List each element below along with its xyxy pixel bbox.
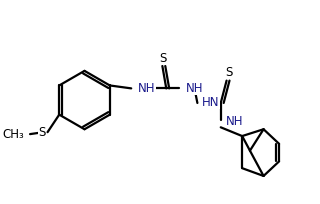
Text: S: S — [38, 126, 46, 139]
Text: S: S — [225, 66, 232, 79]
Text: S: S — [160, 52, 167, 65]
Text: NH: NH — [138, 82, 156, 95]
Text: NH: NH — [226, 115, 243, 128]
Text: NH: NH — [186, 82, 203, 95]
Text: CH₃: CH₃ — [3, 128, 24, 141]
Text: HN: HN — [202, 96, 220, 110]
